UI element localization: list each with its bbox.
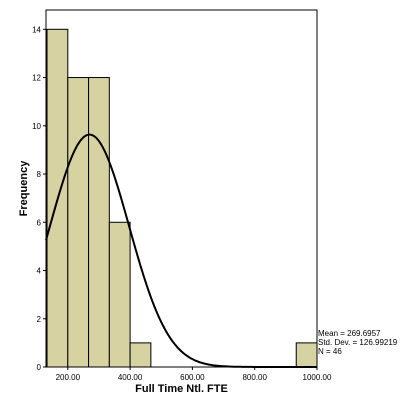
x-tick-label-4: 1000.00	[303, 373, 332, 382]
histogram-bar-5	[295, 342, 318, 368]
stats-line-2: N = 46	[318, 347, 342, 356]
y-tick-label-6: 12	[32, 74, 41, 83]
y-axis-ticks: 0 2 4 6 8 10 12 14	[32, 25, 46, 372]
x-tick-label-3: 800.00	[242, 373, 267, 382]
y-tick-label-7: 14	[32, 25, 41, 34]
x-tick-label-0: 200.00	[56, 373, 81, 382]
y-tick-label-3: 6	[37, 218, 42, 227]
x-tick-label-2: 600.00	[180, 373, 205, 382]
histogram-bar-3	[108, 221, 131, 368]
y-tick-label-4: 8	[37, 170, 42, 179]
x-tick-label-1: 400.00	[118, 373, 143, 382]
histogram-bar-1	[67, 77, 90, 368]
y-tick-label-1: 2	[37, 315, 42, 324]
stats-line-0: Mean = 269.6957	[318, 329, 381, 338]
y-axis-title: Frequency	[18, 160, 30, 217]
y-tick-label-2: 4	[37, 267, 42, 276]
bars	[46, 28, 318, 368]
x-axis-ticks: 200.00 400.00 600.00 800.00 1000.00	[56, 367, 332, 382]
y-tick-label-0: 0	[37, 363, 42, 372]
histogram-bar-2	[88, 77, 110, 368]
x-axis-title: Full Time Ntl. FTE	[135, 383, 228, 395]
y-tick-label-5: 10	[32, 122, 41, 131]
histogram-bar-4	[129, 342, 152, 368]
stats-line-1: Std. Dev. = 126.99219	[318, 338, 398, 347]
plot-frame	[45, 9, 318, 368]
